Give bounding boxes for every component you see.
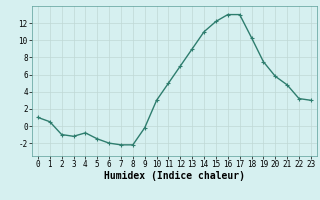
X-axis label: Humidex (Indice chaleur): Humidex (Indice chaleur) <box>104 171 245 181</box>
